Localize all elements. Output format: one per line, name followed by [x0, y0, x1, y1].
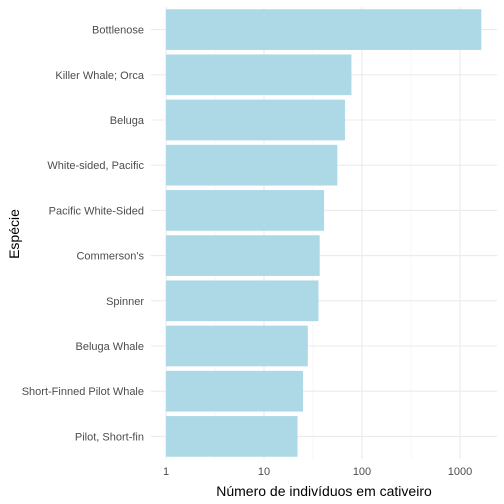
- bar: [166, 370, 303, 412]
- y-tick-label: Bottlenose: [92, 25, 144, 37]
- x-tick-label: 10: [258, 466, 270, 478]
- bars: [166, 9, 482, 457]
- y-tick-labels: Bottlenose Killer Whale; Orca Beluga White-…: [22, 25, 145, 444]
- bar: [166, 190, 325, 231]
- y-tick-label: Commerson's: [76, 251, 144, 263]
- bar: [166, 235, 320, 276]
- y-axis-title: Espécie: [6, 209, 22, 259]
- bar: [166, 325, 308, 367]
- bar: [166, 99, 345, 141]
- bar: [166, 416, 298, 457]
- x-tick-label: 100: [353, 466, 371, 478]
- bar: [166, 9, 482, 50]
- y-tick-label: Killer Whale; Orca: [55, 70, 145, 82]
- x-tick-label: 1000: [448, 466, 472, 478]
- y-tick-label: Pacific White-Sided: [49, 205, 144, 217]
- y-tick-label: Beluga Whale: [76, 341, 145, 353]
- y-tick-label: Pilot, Short-fin: [75, 431, 144, 443]
- bar: [166, 280, 319, 322]
- x-tick-label: 1: [163, 466, 169, 478]
- y-tick-label: Spinner: [106, 296, 144, 308]
- x-axis-title: Número de indivíduos em cativeiro: [216, 483, 432, 499]
- bar: [166, 144, 338, 186]
- y-tick-label: Short-Finned Pilot Whale: [22, 386, 144, 398]
- x-tick-labels: 1 10 100 1000: [163, 466, 472, 478]
- bar: [166, 54, 352, 96]
- y-tick-label: White-sided, Pacific: [47, 160, 144, 172]
- y-tick-label: Beluga: [110, 115, 145, 127]
